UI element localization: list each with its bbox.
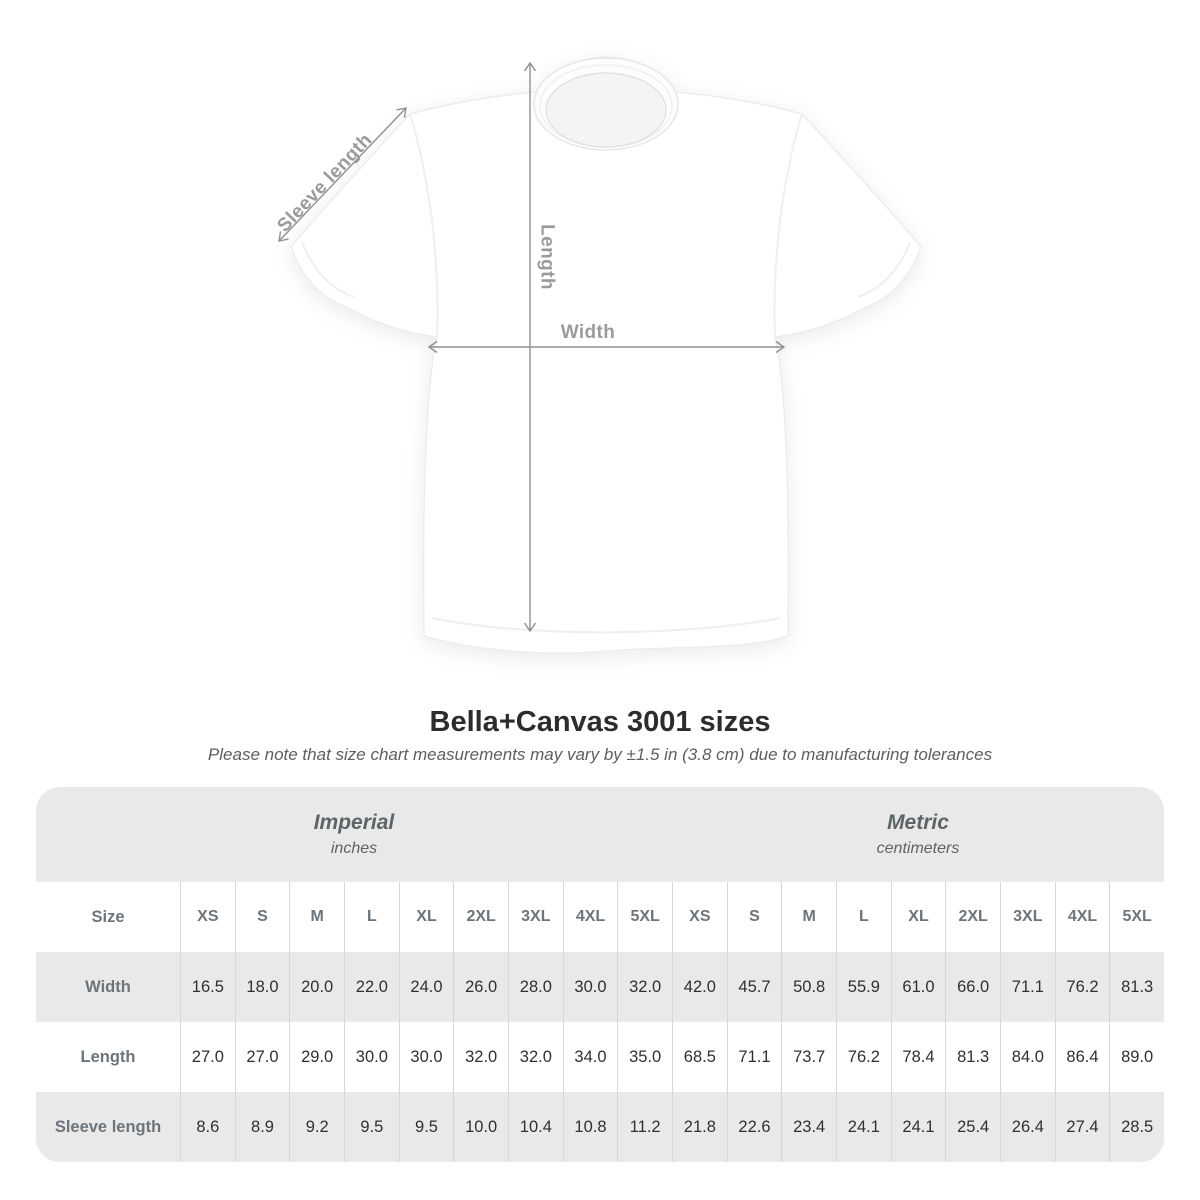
- measurement-value-cell: 23.4: [781, 1092, 836, 1162]
- measurement-value-cell: 25.4: [945, 1092, 1000, 1162]
- measurement-value-cell: 9.5: [398, 1092, 454, 1162]
- page-title: Bella+Canvas 3001 sizes: [429, 706, 771, 738]
- sleeve-length-arrow: [278, 107, 407, 242]
- imperial-group-header: Imperial inches: [36, 811, 672, 858]
- measurement-row: Width 16.5 18.0 20.0 22.0 24.0 26.0 28.0 30.0 32.…: [36, 952, 1164, 1022]
- metric-group-header: Metric centimeters: [672, 811, 1164, 858]
- size-header-cell: 5XL: [1109, 882, 1164, 952]
- size-header-cell: XL: [398, 882, 454, 952]
- size-header-cell: 3XL: [508, 882, 563, 952]
- size-header-cell: 2XL: [453, 882, 508, 952]
- size-header-cell: S: [234, 882, 290, 952]
- measurement-value-cell: 24.1: [836, 1092, 891, 1162]
- measurement-value-cell: 28.0: [508, 952, 563, 1022]
- measurement-value-cell: 32.0: [508, 1022, 563, 1092]
- measurement-value-cell: 11.2: [617, 1092, 672, 1162]
- tshirt-graphic: [290, 56, 922, 654]
- measurement-value-cell: 76.2: [1054, 952, 1110, 1022]
- metric-group-unit: centimeters: [876, 840, 960, 857]
- measurement-value-cell: 78.4: [890, 1022, 946, 1092]
- measurement-value-cell: 24.0: [398, 952, 454, 1022]
- size-header-cell: M: [289, 882, 344, 952]
- imperial-group-name: Imperial: [313, 811, 395, 834]
- size-header-cell: 2XL: [945, 882, 1000, 952]
- size-header-cell: S: [726, 882, 782, 952]
- size-table-card: Imperial inches Metric centimeters Size X…: [36, 787, 1164, 1162]
- measurement-row-label: Sleeve length: [54, 1117, 162, 1136]
- size-header-cell: 4XL: [1054, 882, 1110, 952]
- measurement-value-cell: 26.0: [453, 952, 508, 1022]
- size-header-cell: 5XL: [617, 882, 672, 952]
- measurement-value-cell: 86.4: [1054, 1022, 1110, 1092]
- size-grid: Size XS S M L XL 2XL 3XL 4XL 5XL XS S M L XL 2XL 3XL 4XL 5…: [36, 882, 1164, 1162]
- measurement-value-cell: 16.5: [180, 952, 235, 1022]
- measurement-row-label: Length: [80, 1047, 136, 1066]
- measurement-value-cell: 89.0: [1109, 1022, 1164, 1092]
- measurement-value-cell: 27.0: [234, 1022, 290, 1092]
- measurement-value-cell: 24.1: [890, 1092, 946, 1162]
- width-label: Width: [561, 322, 616, 343]
- metric-group-name: Metric: [887, 811, 949, 834]
- size-header-cell: XS: [672, 882, 727, 952]
- measurement-value-cell: 45.7: [726, 952, 782, 1022]
- measurement-value-cell: 22.6: [726, 1092, 782, 1162]
- tolerance-note: Please note that size chart measurements…: [207, 745, 993, 764]
- measurement-value-cell: 81.3: [1109, 952, 1164, 1022]
- measurement-value-cell: 61.0: [890, 952, 946, 1022]
- measurement-value-cell: 10.0: [453, 1092, 508, 1162]
- size-header-cell: L: [836, 882, 891, 952]
- tshirt-diagram: Sleeve length Length Width: [273, 56, 922, 654]
- size-header-row: Size XS S M L XL 2XL 3XL 4XL 5XL XS S M L XL 2XL 3XL 4XL 5…: [36, 882, 1164, 952]
- unit-group-header: Imperial inches Metric centimeters: [36, 787, 1164, 882]
- size-header-cell: 3XL: [1000, 882, 1055, 952]
- measurement-value-cell: 84.0: [1000, 1022, 1055, 1092]
- measurement-value-cell: 8.9: [234, 1092, 290, 1162]
- imperial-group-unit: inches: [330, 840, 378, 857]
- measurement-row: Sleeve length 8.6 8.9 9.2 9.5 9.5 10.0 10.4 10.8…: [36, 1092, 1164, 1162]
- measurement-value-cell: 9.2: [289, 1092, 344, 1162]
- size-chart-page: Sleeve length Length Width Bella+Canvas …: [36, 56, 1164, 1162]
- size-header-cell: XS: [180, 882, 235, 952]
- measurement-value-cell: 66.0: [945, 952, 1000, 1022]
- measurement-value-cell: 71.1: [726, 1022, 782, 1092]
- measurement-value-cell: 8.6: [180, 1092, 235, 1162]
- measurement-value-cell: 32.0: [617, 952, 672, 1022]
- length-label: Length: [537, 224, 558, 290]
- measurement-value-cell: 73.7: [781, 1022, 836, 1092]
- measurement-value-cell: 9.5: [344, 1092, 399, 1162]
- measurement-value-cell: 68.5: [672, 1022, 727, 1092]
- neck-opening: [545, 72, 667, 148]
- measurement-value-cell: 30.0: [344, 1022, 399, 1092]
- measurement-value-cell: 10.8: [562, 1092, 618, 1162]
- size-header-cell: M: [781, 882, 836, 952]
- measurement-value-cell: 28.5: [1109, 1092, 1164, 1162]
- measurement-value-cell: 18.0: [234, 952, 290, 1022]
- measurement-row: Length 27.0 27.0 29.0 30.0 30.0 32.0 32.0 34.0 35…: [36, 1022, 1164, 1092]
- measurement-value-cell: 10.4: [508, 1092, 563, 1162]
- measurement-value-cell: 81.3: [945, 1022, 1000, 1092]
- tshirt-illustration: Sleeve length Length Width: [273, 56, 922, 654]
- measurement-value-cell: 29.0: [289, 1022, 344, 1092]
- size-header-cell: L: [344, 882, 399, 952]
- measurement-value-cell: 30.0: [398, 1022, 454, 1092]
- measurement-value-cell: 50.8: [781, 952, 836, 1022]
- size-header-cell: 4XL: [562, 882, 618, 952]
- measurement-value-cell: 22.0: [344, 952, 399, 1022]
- size-header-cell: XL: [890, 882, 946, 952]
- measurement-value-cell: 27.0: [180, 1022, 235, 1092]
- measurement-value-cell: 21.8: [672, 1092, 727, 1162]
- measurement-value-cell: 34.0: [562, 1022, 618, 1092]
- measurement-value-cell: 55.9: [836, 952, 891, 1022]
- measurement-value-cell: 26.4: [1000, 1092, 1055, 1162]
- measurement-value-cell: 30.0: [562, 952, 618, 1022]
- measurement-value-cell: 71.1: [1000, 952, 1055, 1022]
- measurement-value-cell: 76.2: [836, 1022, 891, 1092]
- measurement-value-cell: 42.0: [672, 952, 727, 1022]
- measurement-value-cell: 35.0: [617, 1022, 672, 1092]
- size-column-header: Size: [91, 907, 125, 926]
- measurement-value-cell: 32.0: [453, 1022, 508, 1092]
- measurement-value-cell: 20.0: [289, 952, 344, 1022]
- measurement-value-cell: 27.4: [1054, 1092, 1110, 1162]
- measurement-row-label: Width: [85, 977, 131, 996]
